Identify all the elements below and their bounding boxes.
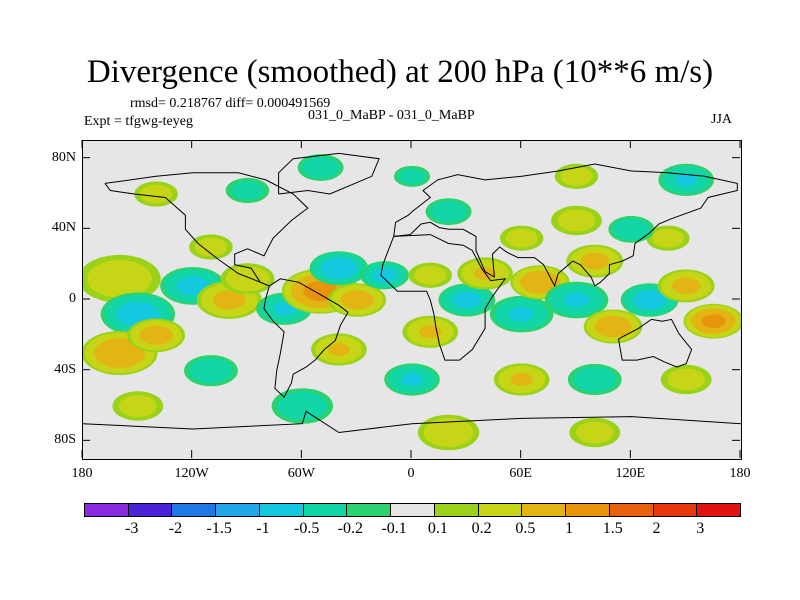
- colorbar-swatch: [696, 503, 741, 517]
- field-contour-15-1: [277, 391, 328, 421]
- field-contour-31-1: [651, 228, 684, 248]
- field-contour-29-2: [671, 277, 701, 295]
- field-contour-38-1: [398, 168, 426, 185]
- colorbar-label: -1: [256, 520, 270, 537]
- season-label: JJA: [711, 112, 733, 127]
- field-contour-37-2: [675, 173, 698, 187]
- divergence-map: [83, 152, 741, 451]
- colorbar-label: -0.5: [293, 520, 320, 537]
- x-tick-label: 180: [729, 466, 751, 481]
- x-tick-label: 120E: [615, 466, 646, 481]
- colorbar-swatch: [477, 503, 523, 517]
- field-contour-26-2: [594, 315, 632, 338]
- field-contour-25-2: [563, 292, 590, 308]
- colorbar-swatch: [433, 503, 479, 517]
- field-contour-6-2: [212, 290, 246, 310]
- field-contour-16-1: [231, 181, 264, 200]
- field-contour-43-1: [119, 395, 157, 417]
- field-contour-12-2: [320, 257, 358, 279]
- colorbar-swatch: [652, 503, 698, 517]
- field-contour-42-2: [401, 373, 423, 386]
- field-contour-7-1: [189, 358, 233, 384]
- colorbar-label: -0.2: [337, 520, 364, 537]
- field-contour-28-2: [633, 290, 667, 310]
- colorbar-label: -2: [168, 520, 183, 537]
- colorbar-label: -0.1: [381, 520, 407, 537]
- chart-title: Divergence (smoothed) at 200 hPa (10**6 …: [86, 54, 714, 90]
- colorbar-swatch: [608, 503, 654, 517]
- field-contour-23-2: [509, 306, 535, 322]
- field-contour-39-2: [510, 373, 533, 386]
- colorbar-swatch: [258, 503, 304, 517]
- map-plot-area: [82, 140, 742, 460]
- field-contour-20-1: [414, 265, 447, 285]
- colorbar-label: 0.2: [471, 520, 492, 537]
- colorbar-label: -1.5: [206, 520, 232, 537]
- colorbar-swatch: [521, 503, 567, 517]
- colorbar-swatch: [215, 503, 260, 517]
- field-contour-17-1: [140, 184, 173, 204]
- y-tick-label: 80N: [51, 149, 76, 165]
- colorbar-swatch: [346, 503, 392, 517]
- field-contour-3-2: [139, 325, 173, 345]
- field-contour-11-2: [340, 290, 374, 310]
- field-contour-44-1: [423, 418, 474, 447]
- x-tick-label: 0: [407, 466, 415, 481]
- field-contour-0-1: [87, 260, 152, 298]
- y-tick-label: 0: [69, 291, 76, 306]
- y-tick-label: 40N: [51, 220, 76, 236]
- field-contour-4-2: [176, 276, 209, 296]
- colorbar-label: 1: [565, 520, 574, 537]
- y-tick-label: 40S: [54, 361, 76, 377]
- field-contour-36-1: [429, 200, 468, 223]
- coastline-2: [380, 234, 507, 361]
- field-contour-2-2: [94, 338, 146, 368]
- stats-text: rmsd= 0.218767 diff= 0.000491569: [130, 96, 331, 111]
- colorbar-label: 3: [696, 520, 705, 537]
- field-contour-30-3: [701, 314, 726, 329]
- colorbar-swatch: [127, 503, 173, 517]
- coastline-5: [278, 152, 380, 195]
- coastline-3: [393, 163, 738, 288]
- colorbar-swatch: [565, 503, 610, 517]
- field-contour-13-2: [372, 268, 397, 283]
- colorbar-swatch: [171, 503, 217, 517]
- expt-text: Expt = tfgwg-teyeg: [84, 114, 193, 129]
- colorbar-label: 0.5: [515, 520, 536, 537]
- colorbar-swatch: [390, 503, 435, 517]
- x-tick-label: 60E: [509, 466, 532, 481]
- coastline-6: [83, 410, 741, 434]
- field-contour-8-1: [225, 266, 270, 292]
- colorbar-label: -3: [125, 520, 139, 537]
- coastline-1: [263, 278, 349, 399]
- colorbar-label: 1.5: [602, 520, 623, 537]
- field-contour-5-1: [194, 237, 228, 257]
- colorbar-label: 2: [652, 520, 661, 537]
- field-contour-40-1: [572, 366, 617, 393]
- colorbar-label: 0.1: [427, 520, 448, 537]
- x-tick-label: 180: [71, 466, 93, 481]
- case-text: 031_0_MaBP - 031_0_MaBP: [308, 108, 475, 123]
- colorbar-swatch: [302, 503, 348, 517]
- field-contour-27-2: [580, 252, 610, 270]
- field-contour-21-2: [452, 291, 482, 309]
- y-tick-label: 80S: [54, 432, 76, 448]
- field-contour-14-2: [327, 343, 350, 356]
- x-tick-label: 120W: [174, 466, 209, 481]
- field-contour-32-1: [612, 218, 650, 241]
- coastline-4: [618, 318, 693, 368]
- field-contour-18-1: [302, 156, 340, 179]
- colorbar-swatch: [84, 503, 129, 517]
- field-contour-45-1: [575, 421, 614, 444]
- coastline-0: [104, 172, 309, 287]
- x-tick-label: 60W: [287, 466, 315, 481]
- field-contour-9-2: [273, 302, 296, 316]
- field-contour-41-1: [667, 368, 705, 391]
- field-contour-35-1: [560, 166, 593, 186]
- field-contour-33-1: [557, 209, 596, 232]
- field-contour-34-1: [505, 228, 538, 248]
